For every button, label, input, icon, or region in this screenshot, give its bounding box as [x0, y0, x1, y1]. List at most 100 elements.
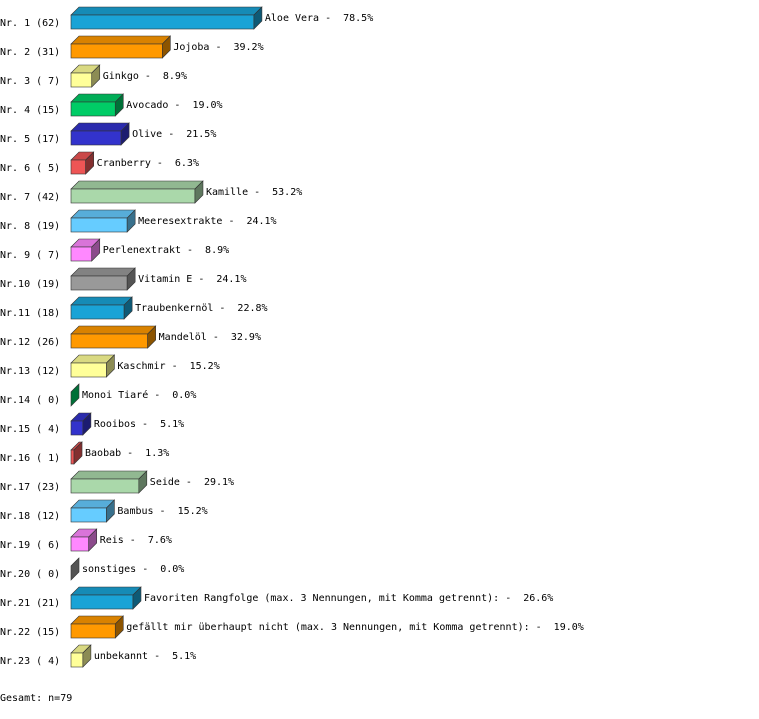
row-label: Nr.17 (23) [0, 482, 60, 493]
bar-top [70, 615, 124, 625]
bar-side [147, 325, 156, 349]
separator: - [213, 332, 219, 343]
separator: - [127, 448, 133, 459]
bar-label: Reis - 7.6% [100, 535, 172, 546]
bar-side [70, 557, 80, 581]
value-label: 39.2% [233, 42, 263, 53]
value-label: 22.8% [237, 303, 267, 314]
bar-side [82, 412, 92, 436]
value-label: 8.9% [163, 71, 187, 82]
bar-label: Baobab - 1.3% [85, 448, 169, 459]
category-name: Rooibos [94, 419, 136, 430]
bar-top [70, 6, 263, 16]
value-label: 15.2% [190, 361, 220, 372]
row-label: Nr.12 (26) [0, 337, 60, 348]
bar-label: gefällt mir überhaupt nicht (max. 3 Nenn… [126, 622, 584, 633]
value-label: 6.3% [175, 158, 199, 169]
bar [70, 72, 93, 88]
bar [70, 333, 148, 349]
value-label: 1.3% [145, 448, 169, 459]
category-name: Cranberry [97, 158, 151, 169]
category-name: Kaschmir [117, 361, 165, 372]
bar-side [120, 122, 130, 146]
row-label: Nr. 4 (15) [0, 105, 60, 116]
bar [70, 14, 255, 30]
separator: - [168, 129, 174, 140]
separator: - [325, 13, 331, 24]
bar-label: Aloe Vera - 78.5% [265, 13, 373, 24]
row-label: Nr. 8 (19) [0, 221, 60, 232]
value-label: 32.9% [231, 332, 261, 343]
bar-label: Ginkgo - 8.9% [103, 71, 187, 82]
bar-side [126, 209, 136, 233]
bar [70, 217, 128, 233]
separator: - [157, 158, 163, 169]
category-name: Aloe Vera [265, 13, 319, 24]
value-label: 15.2% [178, 506, 208, 517]
value-label: 19.0% [192, 100, 222, 111]
bar [70, 159, 86, 175]
row-label: Nr.14 ( 0) [0, 395, 60, 406]
value-label: 0.0% [172, 390, 196, 401]
category-name: Vitamin E [138, 274, 192, 285]
bar [70, 246, 93, 262]
bar-side [114, 93, 124, 117]
bar-top [70, 93, 124, 103]
bar-label: Kamille - 53.2% [206, 187, 302, 198]
value-label: 26.6% [523, 593, 553, 604]
value-label: 8.9% [205, 245, 229, 256]
row-label: Nr.13 (12) [0, 366, 60, 377]
bar-label: Jojoba - 39.2% [173, 42, 263, 53]
category-name: sonstiges [82, 564, 136, 575]
bar [70, 304, 125, 320]
separator: - [142, 564, 148, 575]
bar-top [70, 325, 157, 335]
bar-side [123, 296, 133, 320]
bar-label: Vitamin E - 24.1% [138, 274, 246, 285]
bar-side [132, 586, 142, 610]
bar-label: Kaschmir - 15.2% [117, 361, 219, 372]
category-name: Olive [132, 129, 162, 140]
category-name: Favoriten Rangfolge (max. 3 Nennungen, m… [144, 593, 499, 604]
category-name: unbekannt [94, 651, 148, 662]
value-label: 24.1% [246, 216, 276, 227]
value-label: 0.0% [160, 564, 184, 575]
bar [70, 130, 122, 146]
separator: - [254, 187, 260, 198]
value-label: 29.1% [204, 477, 234, 488]
bar-side [91, 64, 101, 88]
row-label: Nr.19 ( 6) [0, 540, 60, 551]
category-name: Perlenextrakt [103, 245, 181, 256]
bar-top [70, 267, 136, 277]
footer: Gesamt: n=79 [0, 693, 72, 704]
bar-label: sonstiges - 0.0% [82, 564, 184, 575]
bar-side [114, 615, 124, 639]
bar [70, 449, 75, 465]
category-name: Avocado [126, 100, 168, 111]
value-label: 53.2% [272, 187, 302, 198]
separator: - [174, 100, 180, 111]
bar-label: Rooibos - 5.1% [94, 419, 184, 430]
bar-label: Seide - 29.1% [150, 477, 234, 488]
bar-side [253, 6, 263, 30]
bar [70, 652, 84, 668]
separator: - [198, 274, 204, 285]
value-label: 5.1% [172, 651, 196, 662]
bar-label: Cranberry - 6.3% [97, 158, 199, 169]
bar-label: Favoriten Rangfolge (max. 3 Nennungen, m… [144, 593, 553, 604]
row-label: Nr.10 (19) [0, 279, 60, 290]
separator: - [160, 506, 166, 517]
bar [70, 594, 134, 610]
bar [70, 362, 107, 378]
bar [70, 101, 116, 117]
bar [70, 420, 84, 436]
row-label: Nr.16 ( 1) [0, 453, 60, 464]
bar-top [70, 209, 136, 219]
separator: - [228, 216, 234, 227]
bar-top [70, 35, 172, 45]
bar-label: Perlenextrakt - 8.9% [103, 245, 229, 256]
separator: - [142, 419, 148, 430]
category-name: Bambus [117, 506, 153, 517]
separator: - [505, 593, 511, 604]
